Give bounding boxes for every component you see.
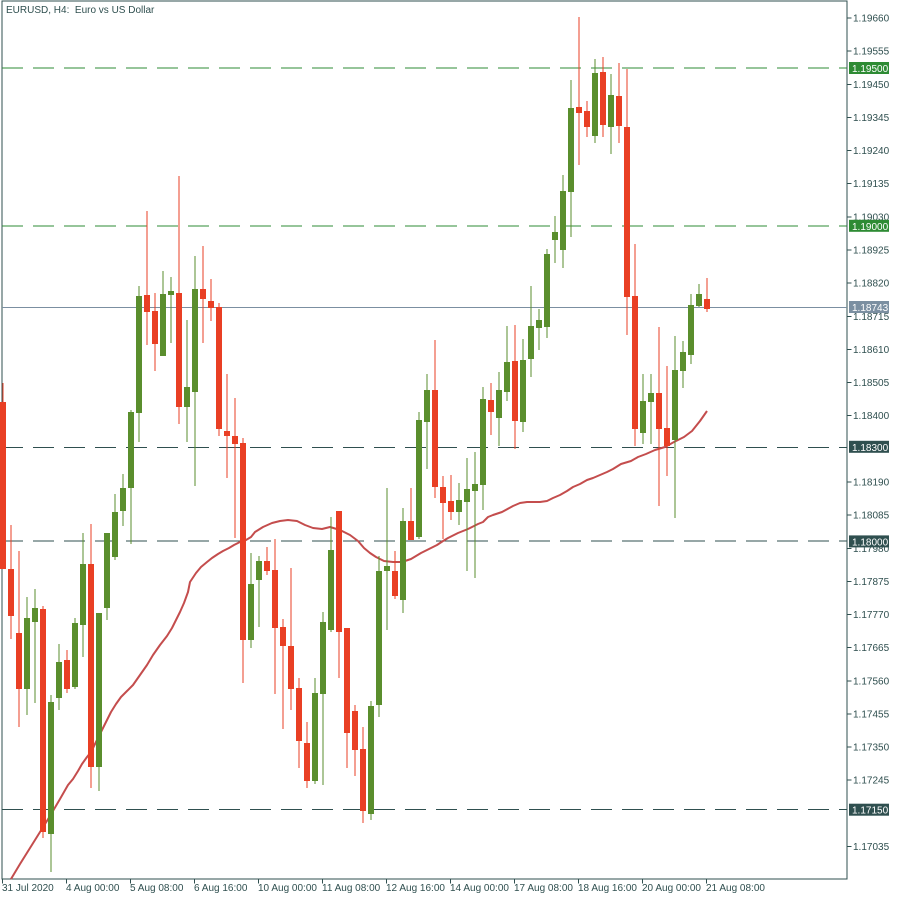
svg-text:1.18743: 1.18743	[852, 303, 889, 314]
svg-text:5 Aug 08:00: 5 Aug 08:00	[130, 883, 184, 894]
svg-text:1.18400: 1.18400	[853, 411, 890, 422]
svg-text:1.18085: 1.18085	[853, 511, 890, 522]
svg-text:20 Aug 00:00: 20 Aug 00:00	[642, 883, 701, 894]
svg-text:1.19660: 1.19660	[853, 14, 890, 25]
svg-text:10 Aug 00:00: 10 Aug 00:00	[258, 883, 317, 894]
svg-text:1.19000: 1.19000	[852, 222, 889, 233]
svg-text:1.19500: 1.19500	[852, 64, 889, 75]
svg-text:1.17035: 1.17035	[853, 842, 890, 853]
svg-text:12 Aug 16:00: 12 Aug 16:00	[386, 883, 445, 894]
svg-text:1.18505: 1.18505	[853, 378, 890, 389]
svg-text:1.17455: 1.17455	[853, 709, 890, 720]
svg-text:1.17150: 1.17150	[852, 806, 889, 817]
svg-text:EURUSD, H4: Euro vs US Dollar: EURUSD, H4: Euro vs US Dollar	[6, 5, 155, 16]
svg-text:1.18610: 1.18610	[853, 345, 890, 356]
svg-text:31 Jul 2020: 31 Jul 2020	[2, 883, 54, 894]
svg-text:1.17875: 1.17875	[853, 577, 890, 588]
svg-text:1.17770: 1.17770	[853, 610, 890, 621]
svg-text:1.19135: 1.19135	[853, 179, 890, 190]
svg-text:11 Aug 08:00: 11 Aug 08:00	[322, 883, 381, 894]
svg-text:1.19450: 1.19450	[853, 80, 890, 91]
svg-text:1.19345: 1.19345	[853, 113, 890, 124]
svg-text:4 Aug 00:00: 4 Aug 00:00	[66, 883, 120, 894]
svg-text:6 Aug 16:00: 6 Aug 16:00	[194, 883, 248, 894]
svg-text:1.18000: 1.18000	[852, 537, 889, 548]
svg-text:1.17980: 1.17980	[853, 544, 890, 555]
svg-text:1.18715: 1.18715	[853, 312, 890, 323]
svg-text:1.17245: 1.17245	[853, 776, 890, 787]
svg-text:1.17560: 1.17560	[853, 676, 890, 687]
svg-text:1.19030: 1.19030	[853, 212, 890, 223]
svg-text:1.17665: 1.17665	[853, 643, 890, 654]
svg-text:1.19240: 1.19240	[853, 146, 890, 157]
svg-text:14 Aug 00:00: 14 Aug 00:00	[450, 883, 509, 894]
svg-text:1.18820: 1.18820	[853, 279, 890, 290]
svg-text:1.17350: 1.17350	[853, 743, 890, 754]
svg-text:1.18190: 1.18190	[853, 478, 890, 489]
svg-text:1.18925: 1.18925	[853, 246, 890, 257]
svg-text:1.19555: 1.19555	[853, 47, 890, 58]
svg-text:18 Aug 16:00: 18 Aug 16:00	[578, 883, 637, 894]
svg-text:17 Aug 08:00: 17 Aug 08:00	[514, 883, 573, 894]
svg-text:21 Aug 08:00: 21 Aug 08:00	[706, 883, 765, 894]
svg-text:1.18300: 1.18300	[852, 443, 889, 454]
